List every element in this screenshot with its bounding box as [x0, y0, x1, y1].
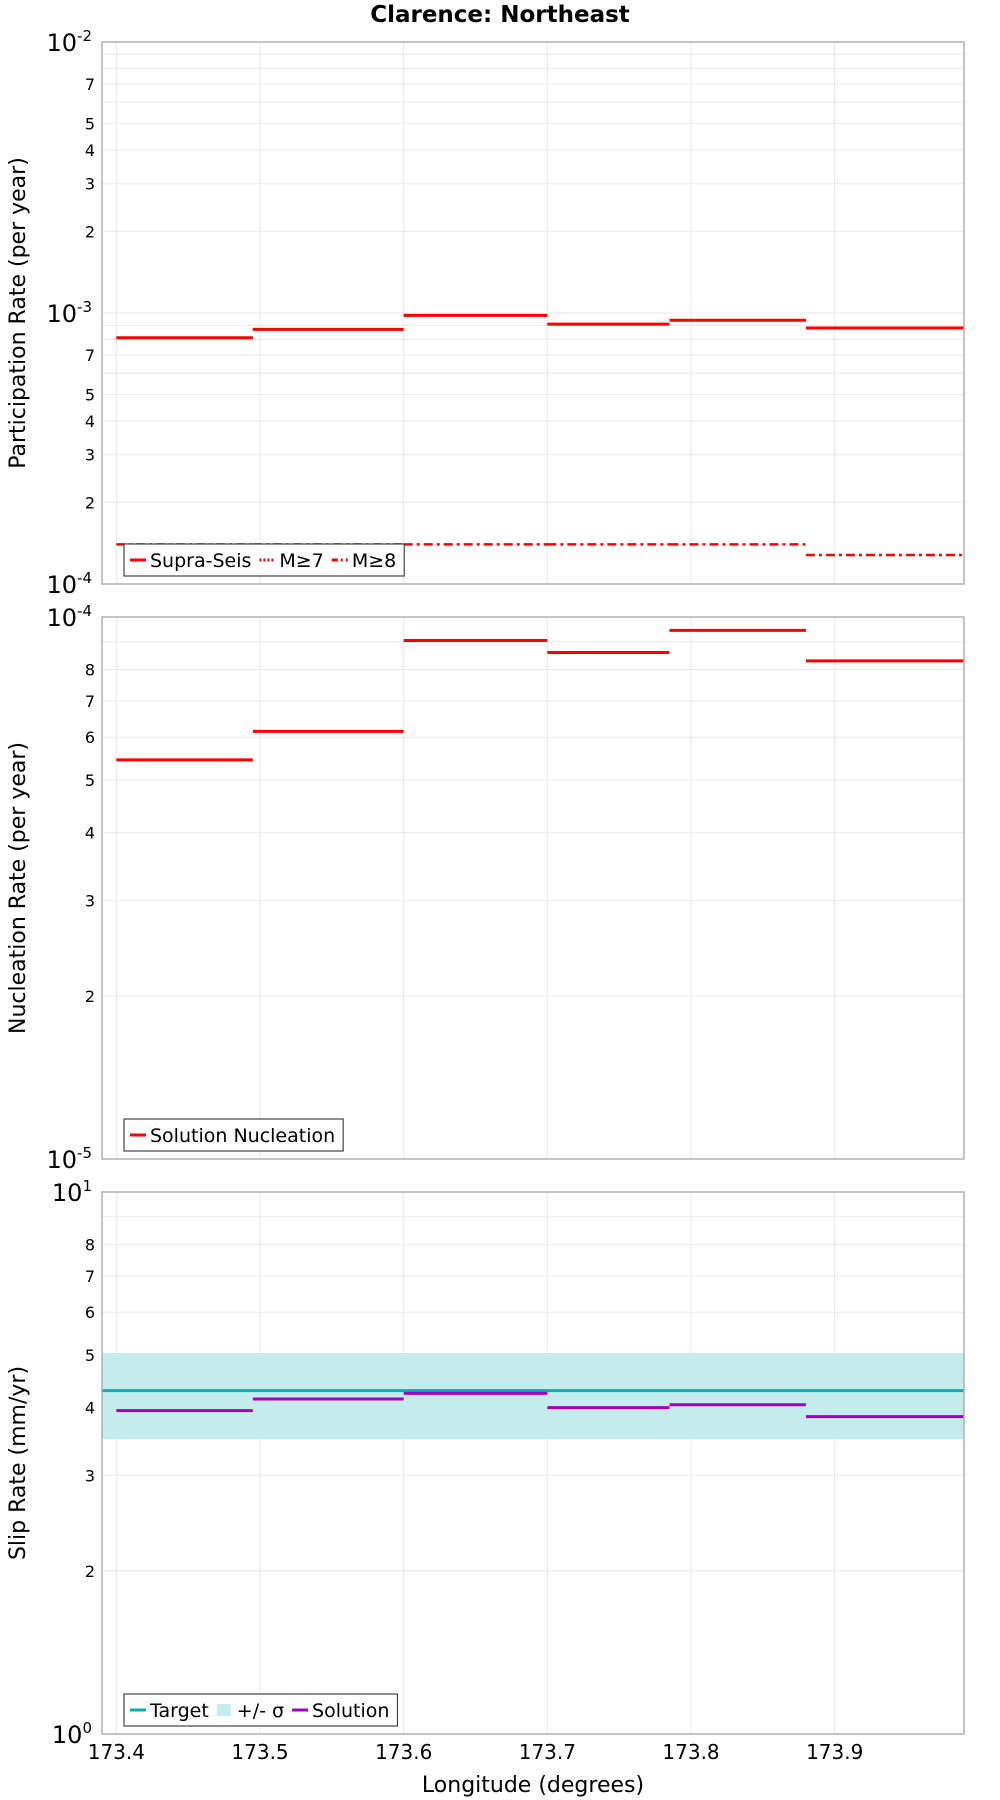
- legend-label: Supra-Seis: [150, 550, 251, 572]
- y-tick-label: 7: [85, 75, 95, 94]
- y-tick-label: 6: [85, 728, 95, 747]
- y-tick-label: 2: [85, 493, 95, 512]
- y-tick-label: 4: [85, 824, 95, 843]
- legend-label: Solution Nucleation: [150, 1125, 335, 1147]
- panel-participation: 10-4 2 3 4 5 7 10-3 2 3 4 5 7 10-2 Participation Rate…: [6, 27, 965, 599]
- y-tick-label: 8: [85, 1236, 95, 1255]
- y-tick-label: 4: [85, 141, 95, 160]
- y-tick-label: 2: [85, 222, 95, 241]
- y-tick-label: 6: [85, 1303, 95, 1322]
- legend-label: Solution: [312, 1700, 389, 1722]
- y-tick-label: 7: [85, 692, 95, 711]
- x-tick-label: 173.7: [519, 1740, 576, 1764]
- figure-title: Clarence: Northeast: [370, 2, 630, 28]
- x-tick-label: 173.4: [88, 1740, 145, 1764]
- legend: Solution Nucleation: [123, 1118, 344, 1152]
- panels: 10-4 2 3 4 5 7 10-3 2 3 4 5 7 10-2 Participation Rate…: [6, 27, 965, 1764]
- legend-label: Target: [149, 1700, 209, 1722]
- y-axis-label: Nucleation Rate (per year): [6, 742, 31, 1034]
- plot-frame: [101, 41, 965, 585]
- plot-frame: [101, 1191, 965, 1735]
- legend: Supra-Seis M≥7 M≥8: [123, 543, 405, 577]
- y-tick-label: 10-4: [46, 602, 92, 632]
- legend-box: [123, 1693, 399, 1727]
- legend-label: M≥8: [352, 550, 396, 572]
- y-tick-label: 3: [85, 446, 95, 465]
- y-tick-label: 2: [85, 1562, 95, 1581]
- x-tick-label: 173.9: [806, 1740, 863, 1764]
- x-tick-label: 173.5: [231, 1740, 288, 1764]
- y-tick-label: 5: [85, 115, 95, 134]
- y-tick-label: 101: [52, 1177, 92, 1207]
- y-tick-label: 2: [85, 987, 95, 1006]
- x-axis-label: Longitude (degrees): [422, 1773, 644, 1798]
- sigma-band: [102, 1352, 964, 1440]
- y-axis-label: Slip Rate (mm/yr): [6, 1366, 31, 1560]
- y-tick-label: 3: [85, 1466, 95, 1485]
- legend-label: +/- σ: [237, 1700, 284, 1722]
- y-tick-label: 8: [85, 661, 95, 680]
- y-tick-label: 7: [85, 1267, 95, 1286]
- y-tick-label: 10-4: [46, 569, 92, 599]
- x-tick-label: 173.8: [662, 1740, 719, 1764]
- x-tick-label: 173.6: [375, 1740, 432, 1764]
- y-tick-label: 5: [85, 386, 95, 405]
- y-tick-label: 4: [85, 1399, 95, 1418]
- y-tick-label: 10-2: [46, 27, 92, 57]
- y-tick-label: 10-3: [46, 298, 92, 328]
- panel-slip: 100 2 3 4 5 6 7 8 101 Slip Rate (mm/yr) Target +/- …: [6, 1177, 965, 1749]
- y-tick-label: 5: [85, 1346, 95, 1365]
- plot-frame: [101, 616, 965, 1160]
- panel-nucleation: 10-5 2 3 4 5 6 7 8 10-4 Nucleation Rate (per year…: [6, 602, 965, 1174]
- legend-label: M≥7: [279, 550, 323, 572]
- y-tick-label: 3: [85, 175, 95, 194]
- legend-swatch: [216, 1704, 231, 1716]
- y-tick-label: 100: [52, 1719, 92, 1749]
- legend-box: [123, 1118, 344, 1152]
- y-tick-label: 5: [85, 771, 95, 790]
- legend: Target +/- σ Solution: [123, 1693, 399, 1727]
- y-tick-label: 4: [85, 412, 95, 431]
- y-tick-label: 7: [85, 346, 95, 365]
- y-tick-label: 3: [85, 891, 95, 910]
- y-tick-label: 10-5: [46, 1144, 92, 1174]
- y-axis-label: Participation Rate (per year): [6, 157, 31, 469]
